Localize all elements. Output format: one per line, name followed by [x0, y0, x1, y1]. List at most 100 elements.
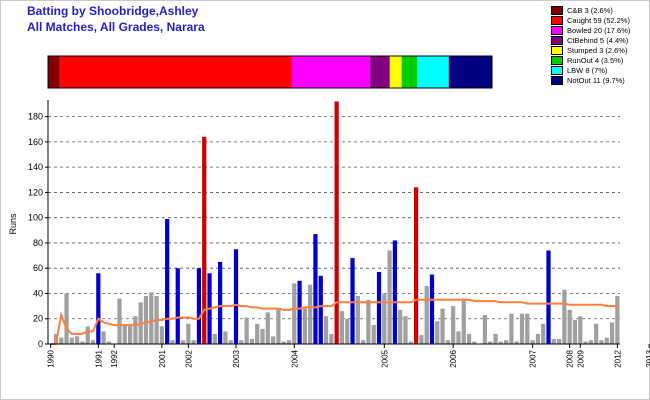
innings-bar: [260, 328, 265, 344]
innings-bar: [578, 316, 583, 344]
y-tick-label: 100: [28, 213, 43, 223]
innings-bar: [212, 333, 217, 344]
innings-bar: [239, 340, 244, 344]
not-out-bar: [429, 274, 435, 344]
legend-label: Caught 59 (52.2%): [567, 15, 630, 25]
dismissal-strip-border: [47, 55, 493, 89]
innings-bar: [276, 308, 281, 344]
innings-bar: [408, 341, 413, 344]
century-bar: [413, 187, 419, 344]
innings-bar: [488, 341, 493, 344]
innings-bar: [567, 309, 572, 344]
x-year-label: 2001: [158, 349, 167, 367]
innings-bar: [255, 323, 260, 344]
innings-bar: [466, 333, 472, 344]
innings-bar: [308, 284, 313, 344]
innings-bar: [281, 341, 286, 344]
innings-bar: [122, 325, 127, 344]
innings-bar: [159, 326, 164, 344]
y-tick-label: 0: [38, 339, 43, 349]
not-out-bar: [350, 258, 355, 344]
innings-bar: [530, 340, 535, 344]
innings-bar: [228, 340, 233, 344]
legend-swatch: [551, 75, 563, 85]
innings-bar: [382, 293, 387, 344]
innings-bar: [419, 335, 424, 344]
not-out-bar: [546, 250, 551, 344]
not-out-bar: [313, 234, 318, 344]
innings-bar: [117, 298, 122, 344]
y-tick-label: 180: [28, 112, 43, 122]
x-year-label: 2007: [529, 349, 538, 367]
y-tick-label: 80: [33, 238, 43, 248]
x-year-label: 2009: [576, 349, 585, 367]
innings-bar: [265, 312, 270, 344]
legend-label: LBW 8 (7%): [567, 65, 608, 75]
x-year-label: 2013: [645, 349, 650, 367]
average-line: [50, 298, 618, 345]
legend-item: LBW 8 (7%): [551, 65, 647, 75]
legend-label: Stumped 3 (2.6%): [567, 45, 628, 55]
innings-bar: [387, 250, 392, 344]
dismissal-strip-segment: [370, 56, 390, 88]
innings-bar: [270, 336, 276, 344]
innings-bar: [519, 313, 525, 344]
innings-bar: [604, 337, 609, 344]
not-out-bar: [297, 280, 302, 344]
legend-item: Stumped 3 (2.6%): [551, 45, 647, 55]
not-out-bar: [376, 272, 382, 344]
legend-item: NotOut 11 (9.7%): [551, 75, 647, 85]
innings-bar: [535, 333, 541, 344]
innings-bar: [498, 341, 503, 344]
not-out-bar: [96, 273, 101, 344]
legend-swatch: [551, 55, 563, 65]
innings-bar: [472, 341, 477, 344]
dismissal-strip-segment: [389, 56, 402, 88]
innings-bar: [339, 311, 345, 344]
dismissal-strip-segment: [401, 56, 418, 88]
innings-bar: [594, 323, 599, 344]
innings-bar: [345, 318, 350, 344]
legend-label: Bowled 20 (17.6%): [567, 25, 631, 35]
innings-bar: [249, 338, 255, 344]
innings-bar: [191, 340, 196, 344]
innings-bar: [451, 306, 456, 344]
innings-bar: [562, 289, 567, 344]
x-year-label: 2003: [232, 349, 241, 367]
dismissal-strip-segment: [417, 56, 449, 88]
innings-bar: [180, 340, 186, 344]
legend-item: RunOut 4 (3.5%): [551, 55, 647, 65]
legend-item: CtBehind 5 (4.4%): [551, 35, 647, 45]
innings-bar: [456, 331, 461, 344]
y-tick-label: 40: [33, 288, 43, 298]
innings-bar: [541, 323, 546, 344]
y-tick-label: 140: [28, 162, 43, 172]
innings-bar: [551, 338, 556, 344]
innings-bar: [59, 337, 64, 344]
x-year-label: 1992: [110, 349, 119, 367]
innings-bar: [244, 317, 249, 344]
innings-bar: [355, 296, 360, 344]
not-out-bar: [233, 249, 239, 344]
innings-bar: [101, 331, 106, 344]
y-tick-label: 20: [33, 314, 43, 324]
innings-bar: [170, 340, 175, 344]
innings-bar: [572, 320, 578, 344]
innings-bar: [445, 340, 450, 344]
innings-bar: [106, 341, 112, 344]
innings-bar: [90, 340, 96, 344]
x-year-label: 2006: [449, 349, 458, 367]
legend-swatch: [551, 25, 563, 35]
innings-bar: [482, 314, 488, 344]
legend-item: Bowled 20 (17.6%): [551, 25, 647, 35]
innings-bar: [583, 341, 588, 344]
innings-bar: [609, 322, 615, 344]
innings-bar: [69, 337, 74, 344]
innings-bar: [292, 283, 297, 344]
x-year-label: 2002: [184, 349, 193, 367]
legend-swatch: [551, 15, 563, 25]
y-tick-label: 120: [28, 187, 43, 197]
legend-item: Caught 59 (52.2%): [551, 15, 647, 25]
legend-swatch: [551, 45, 563, 55]
